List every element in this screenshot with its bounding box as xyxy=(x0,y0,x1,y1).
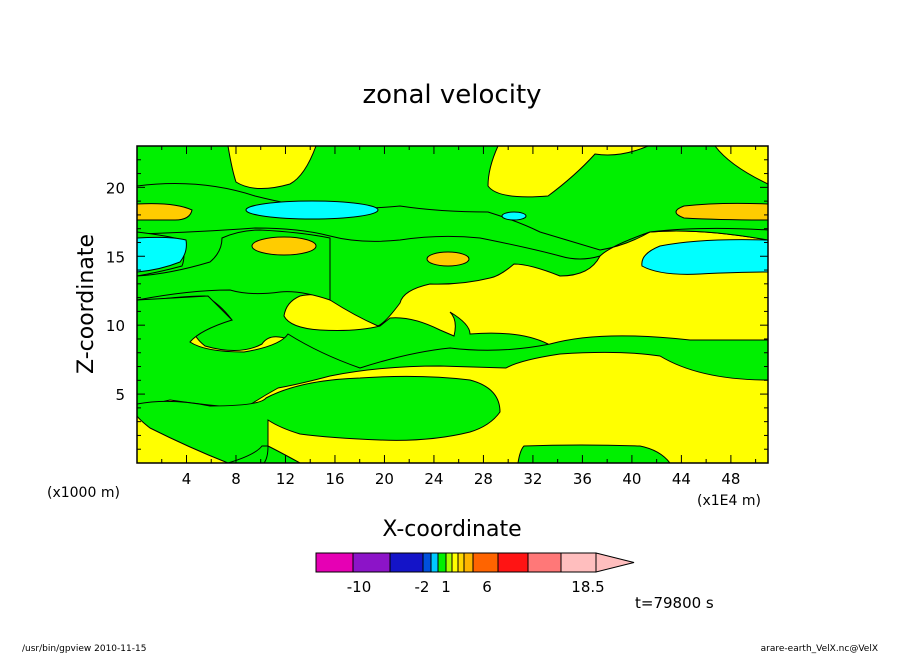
colorbar: -10 -2 1 6 18.5 xyxy=(315,552,635,596)
x-tick-label: 16 xyxy=(325,470,344,488)
x-tick-label: 24 xyxy=(424,470,443,488)
y-scale-note: (x1000 m) xyxy=(47,485,120,501)
colorbar-bin xyxy=(315,552,354,573)
colorbar-bin xyxy=(352,552,391,573)
footer-program: /usr/bin/gpview 2010-11-15 xyxy=(22,644,146,654)
colorbar-bin xyxy=(430,552,439,573)
chart-title: zonal velocity xyxy=(362,80,541,110)
colorbar-bin xyxy=(457,552,465,573)
x-axis-label: X-coordinate xyxy=(382,517,521,542)
x-tick-label: 36 xyxy=(573,470,592,488)
colorbar-label: 18.5 xyxy=(571,578,604,596)
y-tick-label: 20 xyxy=(106,179,125,197)
x-tick-label: 12 xyxy=(276,470,295,488)
x-tick-label: 4 xyxy=(182,470,192,488)
x-tick-label: 8 xyxy=(231,470,241,488)
colorbar-label: -10 xyxy=(347,578,372,596)
colorbar-bin xyxy=(497,552,529,573)
contour-region-negative-strong xyxy=(137,236,187,273)
x-tick-label: 28 xyxy=(474,470,493,488)
contour-region-positive-strong xyxy=(251,236,317,256)
x-tick-label: 32 xyxy=(523,470,542,488)
colorbar-label: 6 xyxy=(482,578,492,596)
y-axis-label: Z-coordinate xyxy=(74,234,99,374)
contour-region-negative xyxy=(227,445,269,463)
colorbar-label: 1 xyxy=(441,578,451,596)
contour-region-negative xyxy=(137,295,768,415)
y-tick-label: 10 xyxy=(106,317,125,335)
y-tick-label: 5 xyxy=(115,386,125,404)
colorbar-bin xyxy=(389,552,424,573)
colorbar-bin xyxy=(527,552,562,573)
x-tick-label: 44 xyxy=(672,470,691,488)
colorbar-extension xyxy=(595,552,635,573)
time-label: t=79800 s xyxy=(635,594,714,612)
colorbar-bin xyxy=(422,552,432,573)
x-tick-label: 40 xyxy=(622,470,641,488)
colorbar-bin xyxy=(451,552,459,573)
contour-region-negative-strong xyxy=(641,239,768,275)
colorbar-bin xyxy=(445,552,453,573)
y-tick-label: 15 xyxy=(106,248,125,266)
contour-region-positive-strong xyxy=(137,203,193,221)
footer-source: arare-earth_VelX.nc@VelX xyxy=(761,644,878,654)
colorbar-bin xyxy=(472,552,499,573)
x-tick-label: 48 xyxy=(721,470,740,488)
contour-region-positive-strong xyxy=(675,202,768,221)
contour-region-positive-strong xyxy=(426,251,470,267)
x-scale-note: (x1E4 m) xyxy=(697,493,761,509)
contour-region-negative-strong xyxy=(501,211,527,221)
x-tick-label: 20 xyxy=(375,470,394,488)
contour-plot-area xyxy=(136,145,769,464)
colorbar-bin xyxy=(560,552,597,573)
colorbar-bin xyxy=(463,552,474,573)
contour-region-negative xyxy=(517,444,671,463)
plot-frame xyxy=(136,145,769,464)
colorbar-label: -2 xyxy=(415,578,430,596)
colorbar-bin xyxy=(437,552,447,573)
contour-region-negative-strong xyxy=(245,200,379,220)
